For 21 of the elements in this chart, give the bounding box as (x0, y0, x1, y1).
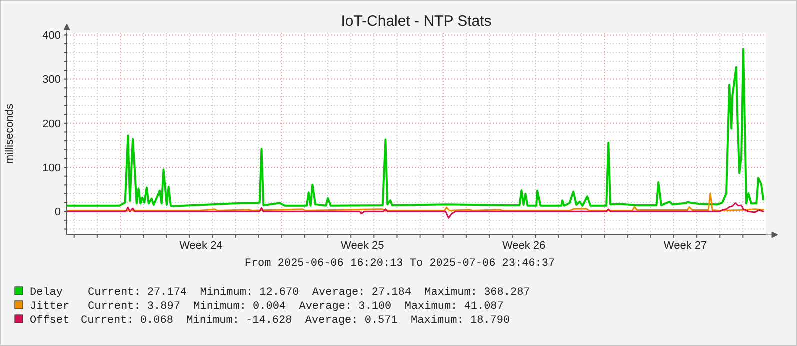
y-tick-label: 400 (42, 30, 61, 42)
x-tick-label: Week 25 (341, 240, 384, 252)
y-tick-label: 0 (54, 206, 61, 218)
text: Current: 0.068 Minimum: -14.628 Average: 0.571 Maximum: 18.790 (81, 315, 510, 327)
text: Current: 3.897 Minimum: 0.004 Average: 3.100 Maximum: 41.087 (88, 301, 504, 313)
y-tick-label: 300 (42, 74, 61, 86)
x-tick-label: Week 27 (664, 240, 708, 252)
chart-title: IoT-Chalet - NTP Stats (341, 13, 492, 30)
x-tick-label: Week 26 (502, 240, 546, 252)
y-tick-label: 200 (42, 118, 61, 130)
text: Current: 27.174 Minimum: 12.670 Average: 27.184 Maximum: 368.287 (88, 287, 530, 299)
y-axis-title: milliseconds (4, 104, 16, 164)
line-series (66, 48, 764, 208)
legend-label: Offset (30, 315, 70, 327)
legend-label: Delay (30, 287, 64, 299)
legend-label: Jitter (30, 301, 70, 313)
y-tick-label: 100 (42, 162, 61, 174)
text: From 2025-06-06 16:20:13 To 2025-07-06 23:46:37 (244, 258, 556, 270)
line-series (66, 202, 764, 219)
line-series (66, 192, 764, 212)
x-tick-label: Week 24 (180, 240, 223, 252)
